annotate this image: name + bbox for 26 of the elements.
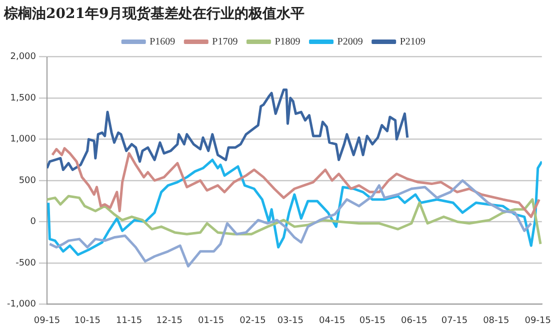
y-tick-label: 500 [18,176,36,186]
y-tick-label: -1,000 [6,300,36,310]
legend-label: P1809 [274,36,300,48]
legend-label: P2109 [400,36,426,48]
x-tick-label: 10-15 [74,316,100,326]
x-tick-label: 08-15 [483,316,510,326]
x-tick-label: 11-15 [116,316,142,326]
y-tick-label: 0 [30,217,36,228]
y-tick-label: 2,000 [10,52,36,62]
x-tick-label: 05-15 [359,316,386,326]
legend-label: P1709 [212,36,238,48]
legend-label: P2009 [337,36,363,48]
legend-label: P1609 [150,36,176,48]
x-tick-label: 02-15 [240,316,266,326]
x-tick-label: 06-15 [401,316,428,326]
y-tick-label: 1,500 [10,93,36,104]
chart-title: 棕榈油2021年9月现货基差处在行业的极值水平 [3,5,305,22]
x-tick-label: 07-15 [441,316,468,326]
y-tick-label: 1,000 [10,134,36,145]
x-tick-label: 03-15 [277,316,304,326]
x-tick-label: 01-15 [198,316,224,326]
y-tick-label: -500 [16,258,36,268]
x-tick-label: 09-15 [524,316,551,326]
x-tick-label: 04-15 [319,316,346,326]
x-tick-label: 09-15 [34,316,60,326]
x-tick-label: 12-15 [156,316,182,326]
